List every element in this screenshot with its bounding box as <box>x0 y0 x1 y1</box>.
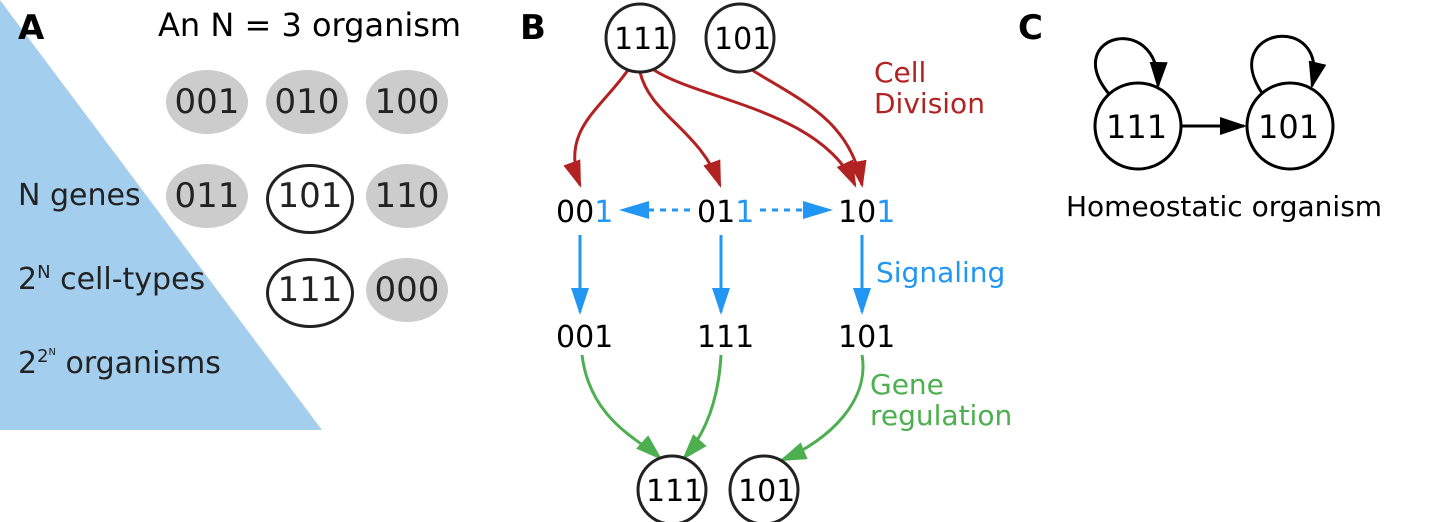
cell-grey: 100 <box>366 70 448 134</box>
arrow-regulation <box>582 355 660 458</box>
panel-label-C: C <box>1018 8 1043 48</box>
panelA-title: An N = 3 organism <box>158 6 461 44</box>
panel-label-A: A <box>18 8 44 48</box>
panelC-caption: Homeostatic organism <box>1066 190 1382 223</box>
row2-cell: 001 <box>556 320 613 355</box>
node-label: 111 <box>1106 108 1167 146</box>
triangle-text: 22N organisms <box>18 346 221 381</box>
node-label: 111 <box>646 474 703 509</box>
cell-grey: 110 <box>366 164 448 228</box>
cell-grey: 000 <box>366 258 448 322</box>
node-label: 101 <box>714 22 771 57</box>
label-cell-division: Cell Division <box>874 58 985 120</box>
row1-cell: 011 <box>697 195 754 230</box>
row2-cell: 111 <box>697 320 754 355</box>
selfloop <box>1095 39 1158 94</box>
node-label: 101 <box>738 474 795 509</box>
label-signaling: Signaling <box>876 256 1005 289</box>
arrow-division <box>654 70 855 185</box>
cell-grey: 001 <box>166 70 248 134</box>
cell-grey: 010 <box>266 70 348 134</box>
node-label: 101 <box>1258 108 1319 146</box>
figure-stage: { "canvas": { "width": 1440, "height": 5… <box>0 0 1440 522</box>
triangle-text: 2N cell-types <box>18 262 205 297</box>
arrow-regulation <box>782 355 863 460</box>
cell-open: 111 <box>266 258 354 328</box>
selfloop <box>1252 36 1314 93</box>
cell-grey: 011 <box>166 164 248 228</box>
row2-cell: 101 <box>838 320 895 355</box>
row1-cell: 001 <box>556 195 613 230</box>
arrow-division <box>752 70 862 185</box>
label-gene-regulation: Gene regulation <box>870 370 1012 432</box>
node-label: 111 <box>614 22 671 57</box>
panel-label-B: B <box>520 8 546 48</box>
cell-open: 101 <box>266 164 354 234</box>
arrow-regulation <box>684 355 721 458</box>
arrow-division <box>640 72 720 185</box>
triangle-text: N genes <box>18 178 141 213</box>
arrow-division <box>575 70 628 185</box>
row1-cell: 101 <box>838 195 895 230</box>
